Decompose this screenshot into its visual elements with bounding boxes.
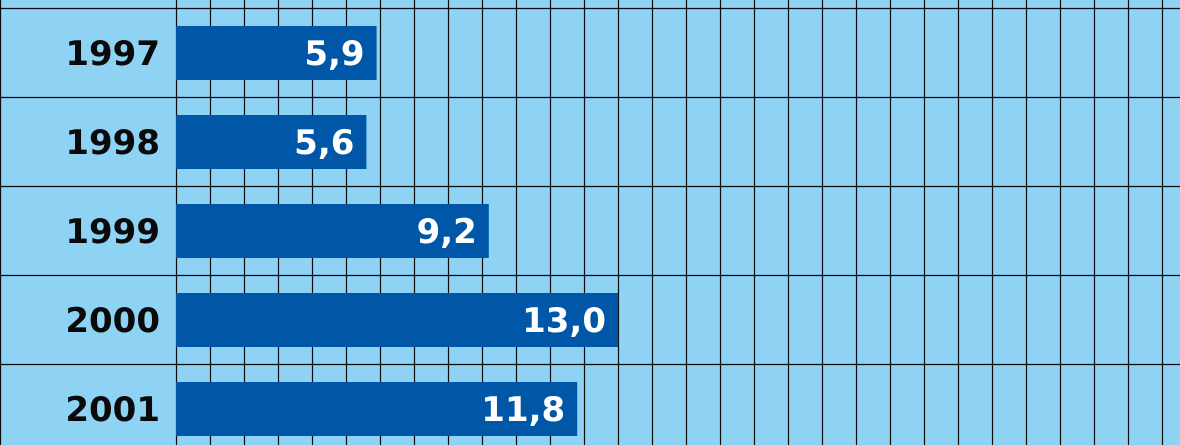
value-label-2001: 11,8 xyxy=(481,390,565,430)
category-label-2000: 2000 xyxy=(65,301,160,341)
bar-1997 xyxy=(176,26,377,80)
bar-2001 xyxy=(176,382,578,436)
bars xyxy=(176,26,618,436)
value-label-1999: 9,2 xyxy=(417,212,477,252)
labels: 1997 5,9 1998 5,6 1999 9,2 2000 13,0 2001 11,8 xyxy=(65,34,606,430)
category-label-1998: 1998 xyxy=(65,123,160,163)
bar-2000 xyxy=(176,293,618,347)
category-label-2001: 2001 xyxy=(65,390,160,430)
bar-1998 xyxy=(176,115,367,169)
value-label-1998: 5,6 xyxy=(294,123,354,163)
value-label-2000: 13,0 xyxy=(522,301,606,341)
category-label-1999: 1999 xyxy=(65,212,160,252)
category-label-1997: 1997 xyxy=(65,34,160,74)
value-label-1997: 5,9 xyxy=(304,34,364,74)
bar-1999 xyxy=(176,204,489,258)
